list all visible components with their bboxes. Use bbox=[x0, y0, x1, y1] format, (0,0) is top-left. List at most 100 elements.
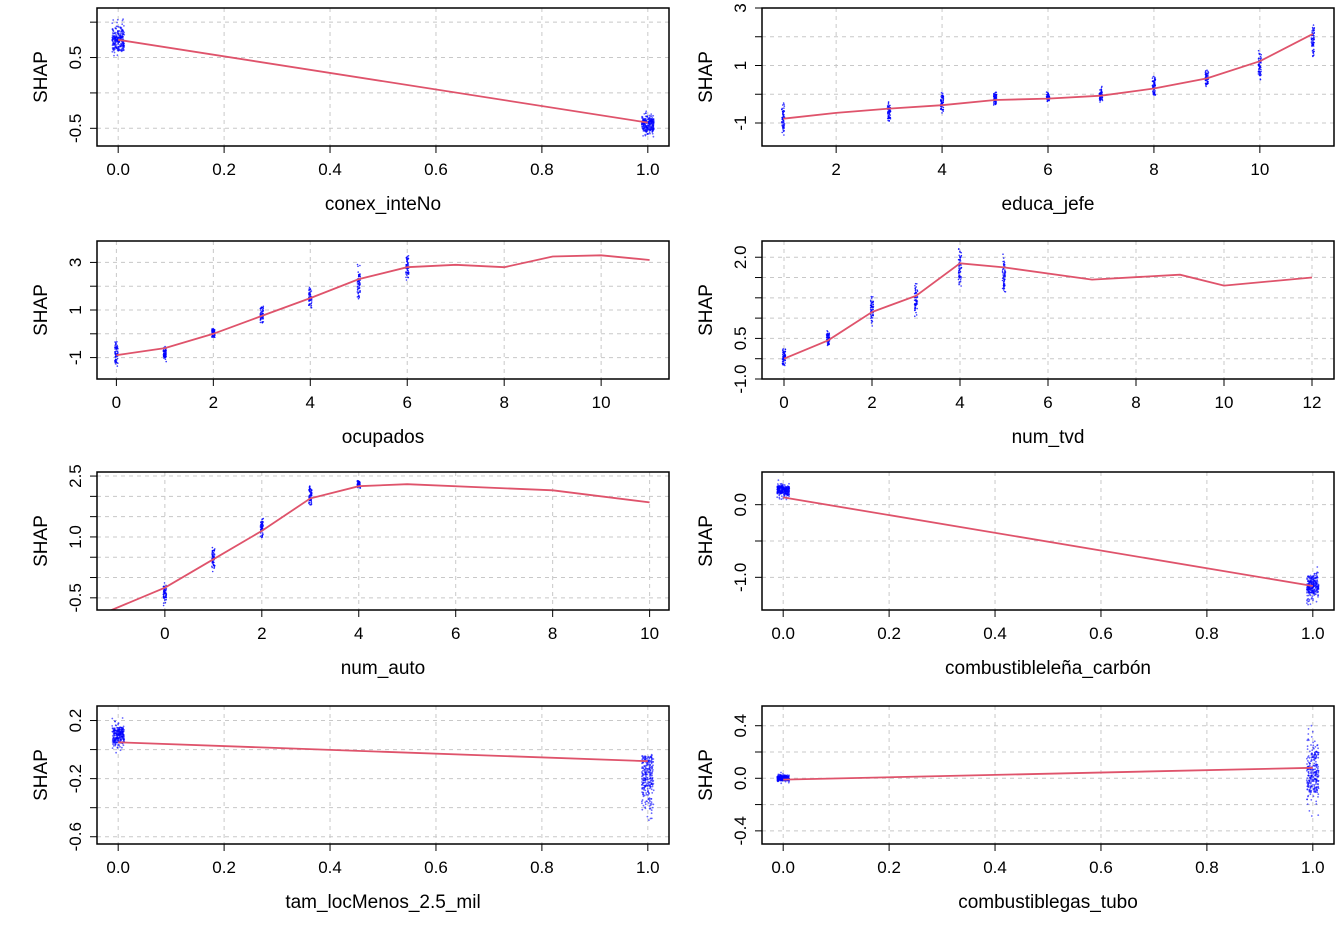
point bbox=[960, 266, 963, 269]
point bbox=[165, 594, 167, 596]
point-cluster-0 bbox=[111, 717, 126, 754]
point bbox=[1309, 574, 1312, 577]
point bbox=[649, 807, 652, 810]
point bbox=[870, 304, 872, 307]
point bbox=[1004, 271, 1007, 273]
point bbox=[308, 304, 310, 306]
point bbox=[1307, 765, 1310, 768]
point bbox=[115, 349, 117, 351]
point bbox=[212, 549, 214, 552]
y-axis-title: SHAP bbox=[696, 515, 717, 567]
point bbox=[116, 18, 119, 21]
point bbox=[914, 315, 916, 318]
point bbox=[164, 358, 167, 361]
point bbox=[359, 275, 362, 278]
point bbox=[1317, 747, 1319, 750]
point bbox=[643, 765, 646, 767]
point bbox=[647, 755, 650, 758]
point-cluster-3 bbox=[992, 91, 998, 106]
point bbox=[644, 807, 647, 810]
point bbox=[1317, 796, 1319, 798]
point bbox=[940, 92, 943, 94]
x-tick-label: 0.8 bbox=[1195, 858, 1219, 877]
point-cluster-1 bbox=[825, 330, 831, 347]
chart-panel-8: 0.0 0.2 0.4 0.6 0.8 1.0 -0.4 0.0 0.4 combustibleg… bbox=[696, 705, 1335, 913]
point bbox=[1313, 755, 1316, 758]
point bbox=[1313, 778, 1316, 781]
point bbox=[647, 127, 650, 130]
x-axis-title: ocupados bbox=[342, 427, 424, 448]
point bbox=[117, 32, 119, 35]
y-tick-label: -0.2 bbox=[66, 764, 85, 793]
y-tick-label: 1.0 bbox=[66, 525, 85, 549]
point bbox=[784, 354, 786, 357]
point bbox=[1308, 790, 1311, 793]
point bbox=[1315, 786, 1318, 788]
point bbox=[1316, 791, 1319, 794]
point bbox=[121, 726, 123, 729]
point bbox=[1002, 257, 1005, 259]
point bbox=[647, 802, 650, 804]
point bbox=[642, 784, 645, 787]
point bbox=[652, 119, 655, 121]
x-tick-label: 0.6 bbox=[1089, 624, 1113, 643]
point bbox=[118, 731, 120, 734]
point-cluster-6 bbox=[1151, 75, 1157, 96]
point bbox=[871, 317, 874, 319]
point bbox=[785, 498, 788, 501]
point bbox=[652, 761, 655, 763]
point bbox=[1311, 587, 1314, 590]
point bbox=[642, 135, 644, 137]
point bbox=[959, 275, 962, 278]
point bbox=[1152, 75, 1155, 78]
point bbox=[117, 43, 120, 45]
point bbox=[1204, 73, 1207, 75]
point bbox=[1308, 598, 1311, 601]
point bbox=[359, 487, 362, 489]
point bbox=[1312, 772, 1315, 775]
point bbox=[123, 738, 126, 741]
point bbox=[782, 359, 784, 361]
point bbox=[1003, 273, 1006, 275]
x-tick-label: 0 bbox=[779, 393, 788, 412]
point bbox=[1307, 755, 1310, 757]
point bbox=[261, 518, 263, 521]
point bbox=[650, 798, 652, 800]
point bbox=[1207, 82, 1209, 85]
point bbox=[940, 99, 942, 102]
point bbox=[309, 299, 311, 301]
point bbox=[1260, 66, 1262, 69]
point bbox=[1003, 287, 1006, 290]
point bbox=[1306, 578, 1309, 581]
y-axis-title: SHAP bbox=[31, 284, 52, 336]
point bbox=[650, 803, 653, 805]
point bbox=[309, 494, 312, 497]
point bbox=[783, 486, 785, 489]
y-tick-label: 1 bbox=[731, 61, 750, 70]
point bbox=[111, 44, 114, 47]
point bbox=[781, 349, 784, 351]
point bbox=[1309, 594, 1312, 597]
point bbox=[1316, 585, 1318, 588]
point bbox=[779, 483, 782, 485]
point bbox=[783, 114, 785, 116]
point bbox=[642, 123, 645, 126]
x-axis-title: combustiblegas_tubo bbox=[958, 892, 1138, 913]
point bbox=[1315, 779, 1317, 781]
point bbox=[870, 315, 872, 317]
y-axis-title: SHAP bbox=[31, 515, 52, 567]
point bbox=[405, 263, 408, 266]
point bbox=[1003, 263, 1006, 266]
point bbox=[1003, 275, 1005, 278]
point bbox=[121, 41, 124, 44]
point bbox=[782, 357, 784, 360]
point-cluster-1 bbox=[886, 101, 892, 122]
point bbox=[648, 120, 650, 123]
point bbox=[641, 775, 643, 778]
point bbox=[1316, 566, 1319, 568]
point bbox=[780, 495, 783, 498]
point bbox=[641, 783, 643, 786]
point bbox=[1003, 282, 1005, 284]
point bbox=[643, 794, 646, 797]
point bbox=[212, 552, 215, 554]
